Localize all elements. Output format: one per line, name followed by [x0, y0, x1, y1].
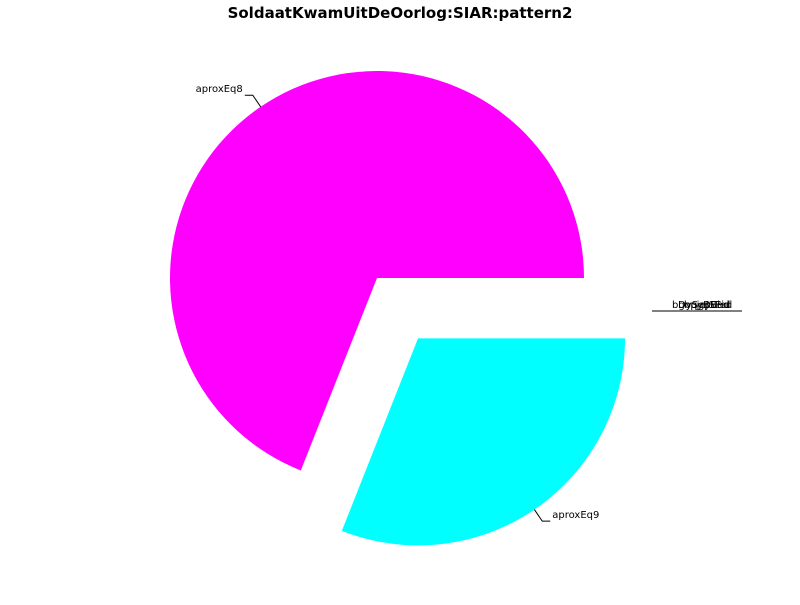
pie-slice-aproxEq8 — [169, 71, 584, 471]
chart-title: SoldaatKwamUitDeOorlog:SIAR:pattern2 — [228, 4, 573, 22]
leader-line-aproxEq9 — [533, 509, 551, 522]
pie-labels: aproxEq8 aproxEq9 — [196, 84, 599, 522]
tiny-label-overlap-3: hpjeJSEid — [684, 300, 730, 311]
pie-label-aproxEq8: aproxEq8 — [196, 84, 243, 95]
pie-slice-aproxEq9 — [341, 338, 626, 546]
overlapping-small-slice-labels: bgoqyBBed DySgpEled hpjeJSEid — [652, 300, 742, 312]
pie-slices — [169, 71, 626, 546]
tiny-label-overlap-1: bgoqyBBed — [672, 300, 729, 311]
pie-label-aproxEq9: aproxEq9 — [552, 510, 599, 521]
tiny-label-overlap-2: DySgpEled — [678, 300, 732, 311]
leader-line-aproxEq8 — [244, 94, 262, 108]
